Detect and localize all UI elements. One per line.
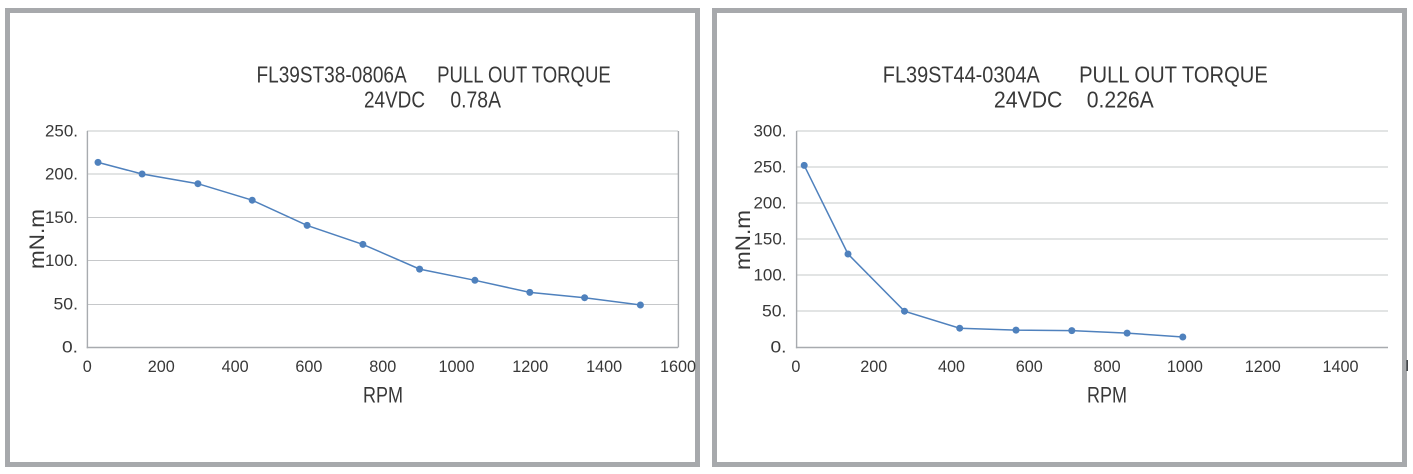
svg-text:1600: 1600 — [660, 358, 696, 376]
svg-text:250.: 250. — [754, 159, 787, 177]
svg-text:150.: 150. — [45, 209, 78, 227]
svg-text:1200: 1200 — [512, 358, 548, 376]
svg-text:400: 400 — [938, 358, 965, 376]
svg-text:1400: 1400 — [586, 358, 622, 376]
svg-text:PULL OUT TORQUE: PULL OUT TORQUE — [1079, 62, 1268, 88]
svg-text:1200: 1200 — [1245, 358, 1281, 376]
svg-text:0.78A: 0.78A — [450, 87, 501, 113]
svg-text:1000: 1000 — [1167, 358, 1203, 376]
svg-text:50.: 50. — [762, 303, 787, 321]
svg-text:RPM: RPM — [363, 383, 403, 408]
svg-text:0.: 0. — [771, 339, 787, 357]
svg-text:250.: 250. — [45, 123, 78, 141]
svg-text:300.: 300. — [754, 123, 787, 141]
svg-text:1400: 1400 — [1322, 358, 1358, 376]
svg-text:mN.m: mN.m — [26, 209, 49, 269]
svg-text:100.: 100. — [754, 267, 787, 285]
svg-text:24VDC: 24VDC — [994, 87, 1063, 113]
svg-text:800: 800 — [369, 358, 396, 376]
svg-text:200.: 200. — [754, 195, 787, 213]
svg-text:0.: 0. — [62, 339, 78, 357]
svg-text:600: 600 — [295, 358, 322, 376]
svg-text:0.226A: 0.226A — [1087, 87, 1155, 113]
svg-text:1000: 1000 — [438, 358, 474, 376]
svg-text:0: 0 — [791, 358, 800, 376]
svg-text:24VDC: 24VDC — [364, 87, 425, 113]
svg-text:600: 600 — [1016, 358, 1043, 376]
svg-text:150.: 150. — [754, 231, 787, 249]
svg-text:800: 800 — [1094, 358, 1121, 376]
svg-text:FL39ST44-0304A: FL39ST44-0304A — [883, 62, 1041, 88]
svg-text:200: 200 — [860, 358, 887, 376]
svg-text:400: 400 — [222, 358, 249, 376]
svg-text:200: 200 — [148, 358, 175, 376]
svg-text:mN.m: mN.m — [732, 210, 755, 270]
svg-text:200.: 200. — [45, 166, 78, 184]
svg-text:50.: 50. — [54, 295, 79, 313]
svg-text:RPM: RPM — [1087, 383, 1127, 408]
svg-text:PULL OUT TORQUE: PULL OUT TORQUE — [437, 62, 611, 88]
svg-text:0: 0 — [83, 358, 92, 376]
svg-text:100.: 100. — [45, 252, 78, 270]
svg-text:FL39ST38-0806A: FL39ST38-0806A — [257, 62, 408, 88]
